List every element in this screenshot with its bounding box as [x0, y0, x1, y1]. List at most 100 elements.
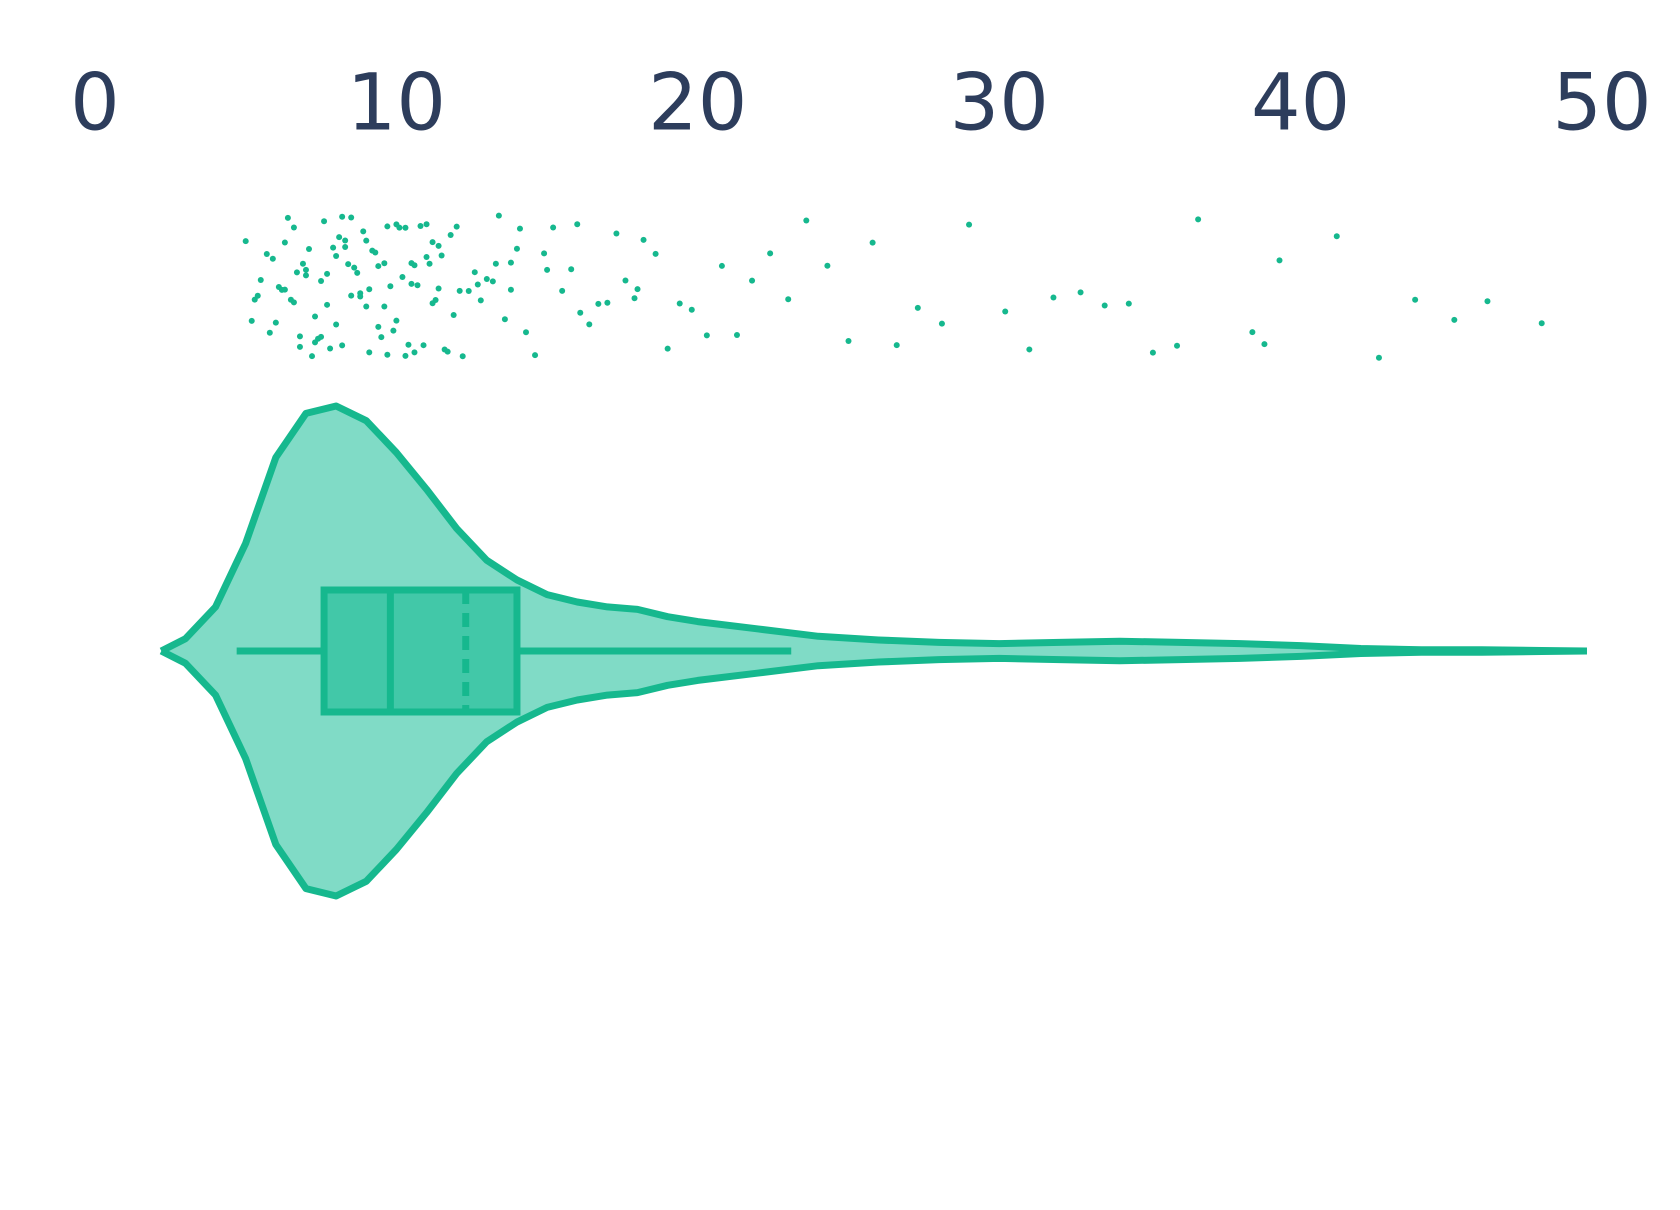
strip-point — [718, 262, 725, 269]
x-tick-label: 40 — [1251, 58, 1350, 148]
strip-point — [1101, 302, 1108, 309]
strip-point — [1333, 233, 1340, 240]
strip-point — [824, 262, 831, 269]
strip-point — [290, 224, 297, 231]
strip-point — [348, 214, 355, 221]
strip-point — [242, 238, 249, 245]
strip-point — [577, 309, 584, 316]
strip-point — [1174, 342, 1181, 349]
strip-point — [869, 239, 876, 246]
strip-point — [257, 277, 264, 284]
strip-point — [507, 286, 514, 293]
strip-point — [1149, 349, 1156, 356]
strip-point — [893, 342, 900, 349]
strip-point — [284, 214, 291, 221]
strip-point — [483, 275, 490, 282]
strip-point — [324, 270, 331, 277]
strip-point — [438, 252, 445, 259]
strip-point — [302, 266, 309, 273]
strip-point — [652, 250, 659, 257]
strip-point — [432, 297, 439, 304]
strip-point — [290, 299, 297, 306]
strip-point — [405, 341, 412, 348]
strip-point — [296, 333, 303, 340]
strip-point — [532, 352, 539, 359]
strip-point — [568, 266, 575, 273]
strip-point — [393, 221, 400, 228]
strip-point — [296, 343, 303, 350]
strip-point — [1125, 300, 1132, 307]
strip-point — [417, 222, 424, 229]
strip-point — [345, 261, 352, 268]
strip-point — [938, 320, 945, 327]
strip-point — [423, 254, 430, 261]
strip-point — [1451, 316, 1458, 323]
strip-point — [263, 250, 270, 257]
strip-point — [664, 345, 671, 352]
strip-point — [544, 266, 551, 273]
strip-point — [381, 303, 388, 310]
strip-point — [1261, 341, 1268, 348]
strip-point — [281, 239, 288, 246]
strip-point — [351, 264, 358, 271]
x-tick-label: 10 — [347, 58, 446, 148]
strip-point — [324, 301, 331, 308]
strip-point — [429, 239, 436, 246]
strip-point — [375, 263, 382, 270]
strip-point — [733, 331, 740, 338]
strip-point — [550, 224, 557, 231]
strip-point — [378, 334, 385, 341]
strip-point — [366, 286, 373, 293]
strip-point — [914, 304, 921, 311]
strip-point — [785, 296, 792, 303]
strip-point — [363, 237, 370, 244]
strip-point — [613, 230, 620, 237]
strip-point — [803, 217, 810, 224]
strip-point — [414, 282, 421, 289]
box — [320, 586, 521, 716]
strip-point — [348, 292, 355, 299]
strip-point — [513, 245, 520, 252]
strip-point — [327, 345, 334, 352]
strip-point — [447, 231, 454, 238]
strip-point — [393, 317, 400, 324]
strip-point — [435, 285, 442, 292]
strip-point — [399, 273, 406, 280]
strip-point — [342, 237, 349, 244]
strip-point — [302, 272, 309, 279]
strip-point — [474, 281, 481, 288]
strip-point — [1249, 329, 1256, 336]
strip-point — [541, 250, 548, 257]
strip-point — [1484, 298, 1491, 305]
strip-point — [420, 342, 427, 349]
strip-point — [1538, 320, 1545, 327]
strip-point — [426, 260, 433, 267]
strip-point — [330, 244, 337, 251]
strip-point — [631, 295, 638, 302]
strip-point — [269, 255, 276, 262]
strip-point — [471, 269, 478, 276]
strip-point — [1276, 257, 1283, 264]
strip-point — [248, 317, 255, 324]
strip-point — [456, 287, 463, 294]
strip-point — [375, 323, 382, 330]
strip-point — [523, 329, 530, 336]
strip-point — [477, 297, 484, 304]
strip-point — [387, 283, 394, 290]
strip-point — [266, 329, 273, 336]
strip-point — [444, 348, 451, 355]
strip-point — [293, 269, 300, 276]
strip-point — [333, 321, 340, 328]
x-tick-label: 50 — [1552, 58, 1651, 148]
strip-point — [507, 259, 514, 266]
strip-point — [408, 280, 415, 287]
strip-point — [408, 260, 415, 267]
x-tick-label: 20 — [648, 58, 747, 148]
strip-point — [272, 319, 279, 326]
strip-point — [574, 221, 581, 228]
strip-point — [384, 351, 391, 358]
strip-point — [366, 349, 373, 356]
strip-point — [336, 234, 343, 241]
x-tick-label: 30 — [950, 58, 1049, 148]
